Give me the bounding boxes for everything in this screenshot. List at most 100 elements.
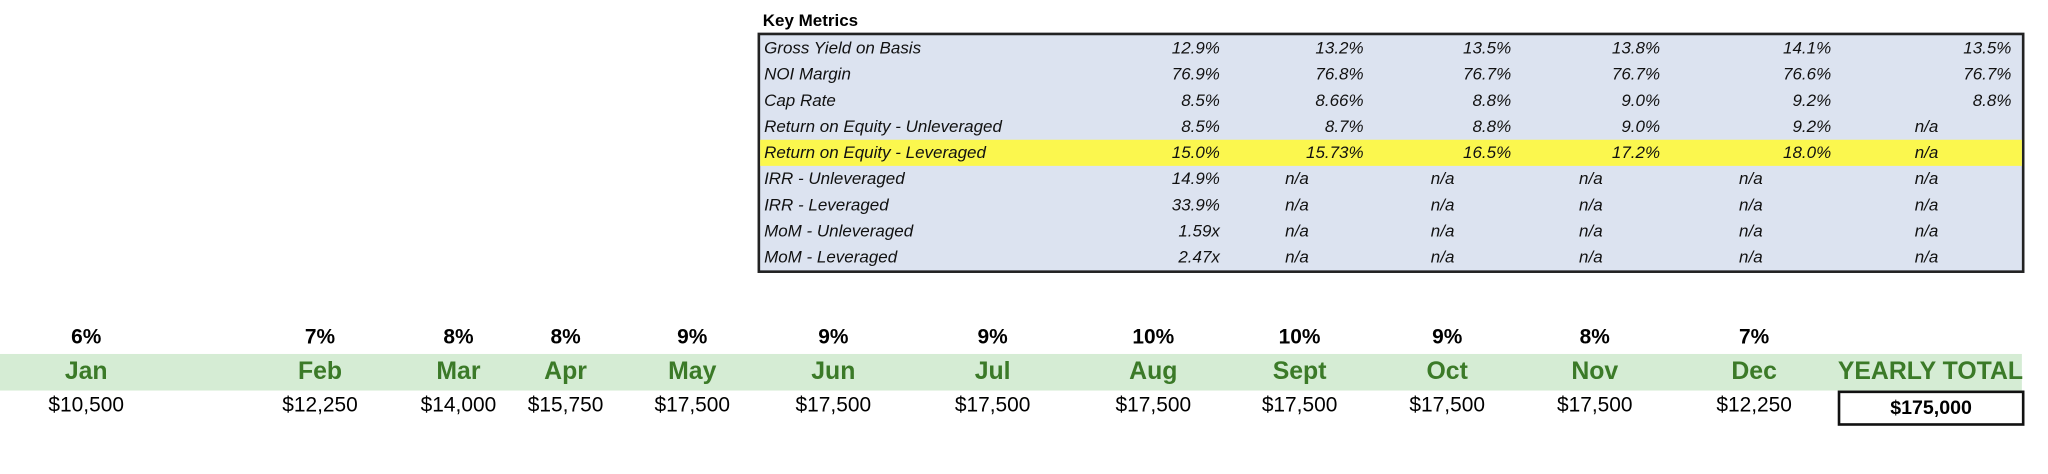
metric-value: 76.7% — [1463, 63, 1512, 84]
metric-value: 76.6% — [1783, 63, 1832, 84]
month-percent: 7% — [304, 326, 336, 349]
month-name: May — [668, 357, 717, 386]
metric-value: 8.8% — [1472, 116, 1512, 136]
metric-value: n/a — [1914, 194, 1939, 215]
metric-value: n/a — [1579, 168, 1603, 189]
table-row: Gross Yield on Basis 12.9% 13.2% 13.5% 13.8%… — [760, 35, 2022, 61]
metric-value: 8.5% — [1181, 90, 1220, 110]
table-title: Key Metrics — [762, 10, 859, 31]
metric-value: n/a — [1430, 220, 1455, 241]
metric-value: 12.9% — [1171, 37, 1220, 58]
month-name: Apr — [544, 357, 587, 386]
metric-value: 9.0% — [1621, 116, 1661, 136]
month-name: Mar — [436, 357, 481, 386]
row-label: MoM - Unleveraged — [764, 220, 914, 241]
metric-value: n/a — [1579, 246, 1603, 267]
metric-value: n/a — [1430, 194, 1455, 215]
metric-value: n/a — [1914, 220, 1939, 241]
metric-value: 13.5% — [1963, 37, 2012, 58]
metric-value: n/a — [1285, 168, 1309, 189]
month-name: Jul — [974, 357, 1011, 386]
table-row: MoM - Leveraged 2.47x n/a n/a n/a n/a n/a — [760, 244, 2022, 270]
total-label: YEARLY TOTAL — [1837, 357, 2024, 386]
month-name: Jan — [64, 357, 108, 386]
metric-value: 8.8% — [1472, 90, 1512, 110]
yearly-total: $175,000 — [1837, 390, 2025, 426]
month-name: Feb — [297, 357, 343, 386]
month-name: Nov — [1571, 357, 1619, 386]
month-percent: 8% — [550, 326, 581, 349]
metric-value: 9.0% — [1621, 90, 1661, 110]
row-label: Return on Equity - Unleveraged — [764, 116, 1002, 136]
metric-value: 8.7% — [1324, 116, 1364, 136]
metric-value: n/a — [1739, 194, 1763, 215]
month-name: Oct — [1426, 357, 1468, 386]
month-amount: $12,250 — [1716, 394, 1792, 417]
metric-value: n/a — [1914, 116, 1939, 136]
month-amount: $17,500 — [654, 394, 731, 417]
month-name: Dec — [1731, 357, 1777, 386]
table-row: Cap Rate 8.5% 8.66% 8.8% 9.0% 9.2% 8.8% — [760, 88, 2022, 114]
metric-value: 76.9% — [1171, 63, 1220, 84]
month-percent: 9% — [977, 326, 1008, 349]
metric-value: 18.0% — [1783, 142, 1832, 162]
metric-value: 1.59x — [1178, 220, 1220, 241]
metric-value: 15.0% — [1171, 142, 1220, 162]
month-amount: $12,250 — [282, 394, 358, 417]
row-label: NOI Margin — [764, 63, 851, 84]
month-percent: 8% — [1579, 326, 1610, 349]
month-amount: $10,500 — [48, 394, 124, 417]
month-percent: 6% — [71, 326, 102, 349]
month-percent: 7% — [1739, 326, 1770, 349]
month-amount: $14,000 — [420, 394, 497, 417]
month-percent: 8% — [443, 326, 474, 349]
metric-value: 8.66% — [1315, 90, 1364, 110]
metric-value: 15.73% — [1305, 142, 1364, 162]
metric-value: 2.47x — [1178, 246, 1220, 267]
row-label: IRR - Leveraged — [764, 194, 889, 215]
month-percent: 10% — [1132, 326, 1175, 349]
metric-value: n/a — [1430, 168, 1455, 189]
metric-value: 76.8% — [1315, 63, 1364, 84]
metric-value: 16.5% — [1463, 142, 1512, 162]
metric-value: 8.5% — [1181, 116, 1220, 136]
month-name: Aug — [1129, 357, 1178, 386]
metric-value: n/a — [1739, 220, 1763, 241]
month-amount: $15,750 — [527, 394, 604, 417]
metric-value: 17.2% — [1611, 142, 1661, 162]
month-percent: 9% — [818, 326, 849, 349]
month-percent: 9% — [1432, 326, 1463, 349]
month-amount: $17,500 — [954, 394, 1031, 417]
metric-value: n/a — [1914, 246, 1939, 267]
metric-value: 76.7% — [1963, 63, 2012, 84]
metric-value: 33.9% — [1171, 194, 1220, 215]
row-label: Cap Rate — [764, 90, 836, 110]
metric-value: n/a — [1914, 142, 1939, 162]
metric-value: 8.8% — [1972, 90, 2012, 110]
metric-value: 13.8% — [1611, 37, 1661, 58]
metric-value: 13.5% — [1463, 37, 1512, 58]
metric-value: 9.2% — [1792, 90, 1832, 110]
metric-value: n/a — [1285, 194, 1309, 215]
table-row: Return on Equity - Leveraged 15.0% 15.73% 1… — [760, 139, 2022, 166]
metric-value: n/a — [1430, 246, 1455, 267]
metric-value: n/a — [1739, 246, 1763, 267]
table-row: IRR - Leveraged 33.9% n/a n/a n/a n/a n/a — [760, 192, 2022, 218]
metrics-table: Gross Yield on Basis 12.9% 13.2% 13.5% 13.8%… — [757, 32, 2025, 273]
month-amount: $17,500 — [1115, 394, 1192, 417]
month-amount: $17,500 — [1409, 394, 1485, 417]
table-row: IRR - Unleveraged 14.9% n/a n/a n/a n/a n/a — [760, 166, 2022, 192]
month-percent: 10% — [1278, 326, 1321, 349]
metric-value: 9.2% — [1792, 116, 1832, 136]
metric-value: n/a — [1739, 168, 1763, 189]
month-amount: $17,500 — [795, 394, 872, 417]
table-row: MoM - Unleveraged 1.59x n/a n/a n/a n/a n/a — [760, 218, 2022, 244]
table-row: NOI Margin 76.9% 76.8% 76.7% 76.7% 76.6% 76.7% — [760, 61, 2022, 87]
metric-value: n/a — [1285, 220, 1309, 241]
metric-value: n/a — [1914, 168, 1939, 189]
row-label: IRR - Unleveraged — [764, 168, 905, 189]
month-name: Sept — [1272, 357, 1327, 386]
metric-value: 14.1% — [1783, 37, 1832, 58]
